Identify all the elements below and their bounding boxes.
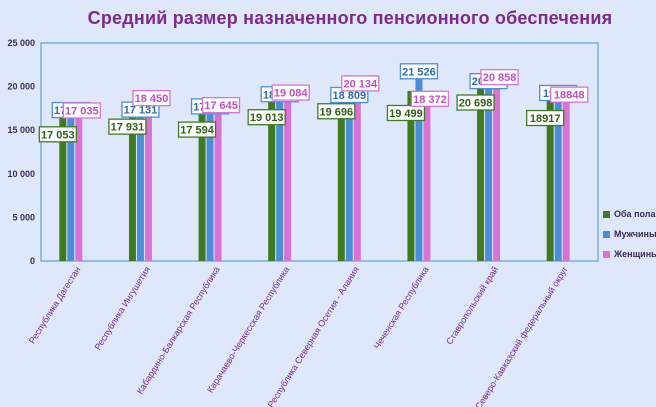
data-label: 17 594 — [180, 125, 215, 137]
y-tick-label: 0 — [30, 256, 35, 266]
bar — [144, 100, 152, 261]
data-label: 18 372 — [413, 94, 447, 106]
chart-title: Средний размер назначенного пенсионного … — [87, 8, 613, 28]
data-label: 19 499 — [389, 108, 423, 120]
data-label-box — [177, 121, 217, 138]
legend-item: Оба пола — [603, 204, 656, 224]
y-tick-label: 5 000 — [12, 212, 35, 222]
data-label: 20 134 — [343, 78, 378, 90]
x-tick-label: Чеченская Республика — [372, 265, 431, 351]
data-label-box — [386, 104, 426, 122]
bar — [214, 107, 222, 262]
bar — [206, 108, 214, 261]
x-tick-label: Кабардино-Балкарская Республика — [135, 265, 222, 396]
bar — [75, 112, 83, 261]
data-label: 21 526 — [402, 66, 436, 78]
data-label: 18 450 — [135, 93, 169, 105]
data-label-box — [62, 102, 101, 119]
bar — [554, 94, 562, 261]
bar — [485, 83, 493, 262]
bar — [415, 73, 423, 262]
data-label-box — [399, 63, 439, 80]
data-label-box — [247, 109, 286, 126]
y-tick-label: 15 000 — [7, 125, 35, 135]
bar — [198, 107, 206, 261]
data-label: 18917 — [530, 113, 561, 125]
bar — [345, 96, 353, 261]
bar — [67, 112, 75, 261]
data-label: 17 645 — [204, 100, 238, 112]
data-label-box — [108, 118, 147, 135]
bar — [337, 89, 345, 261]
y-tick-label: 25 000 — [7, 38, 35, 48]
bar — [59, 112, 67, 261]
data-label-box — [341, 75, 380, 92]
legend-swatch — [603, 250, 610, 258]
bar — [128, 104, 136, 261]
data-label: 17 131 — [124, 105, 158, 117]
bar — [268, 95, 276, 262]
legend-label: Женщины — [614, 249, 656, 259]
data-label-box — [132, 89, 171, 107]
legend-label: Мужчины — [614, 229, 656, 239]
y-tick-label: 10 000 — [7, 169, 35, 179]
data-label-box — [201, 96, 241, 114]
data-label: 17 053 — [41, 129, 75, 141]
legend-label: Оба пола — [614, 209, 656, 219]
x-tick-label: Республика Ингушетия — [93, 265, 153, 352]
data-label-box — [38, 126, 77, 143]
data-label-box — [410, 90, 450, 107]
data-label-box — [456, 94, 495, 111]
bar — [562, 96, 570, 261]
legend-swatch — [603, 210, 610, 218]
data-label-box — [317, 103, 356, 120]
x-tick-label: Карачаево-Черкесская Республика — [205, 265, 291, 395]
data-label: 17 931 — [111, 122, 145, 134]
data-label: 20 858 — [483, 72, 517, 84]
bar — [136, 111, 144, 262]
legend: Оба пола Мужчины Женщины — [603, 204, 656, 264]
data-label: 18 809 — [332, 90, 366, 102]
data-label-box — [480, 68, 519, 86]
data-label: 19 084 — [274, 88, 309, 100]
data-label: 18848 — [554, 90, 585, 102]
data-label-box — [550, 86, 589, 103]
data-label-box — [271, 84, 310, 101]
bar — [423, 100, 431, 261]
bar — [546, 96, 554, 261]
data-label: 19 696 — [319, 106, 353, 118]
bar — [284, 94, 292, 261]
x-tick-label: Ставропольский край — [444, 265, 500, 347]
bar — [493, 79, 501, 261]
legend-item: Мужчины — [603, 224, 656, 244]
bar — [477, 80, 485, 261]
x-tick-label: Республика Дагестан — [27, 265, 83, 346]
data-label: 17 035 — [65, 105, 99, 117]
data-label: 20 698 — [459, 98, 493, 110]
data-label: 19 013 — [250, 112, 284, 124]
bar — [276, 96, 284, 261]
legend-swatch — [603, 230, 610, 238]
legend-item: Женщины — [603, 244, 656, 264]
bar — [407, 90, 415, 261]
bar — [353, 85, 361, 261]
y-tick-label: 20 000 — [7, 82, 35, 92]
data-label-box — [526, 109, 565, 127]
